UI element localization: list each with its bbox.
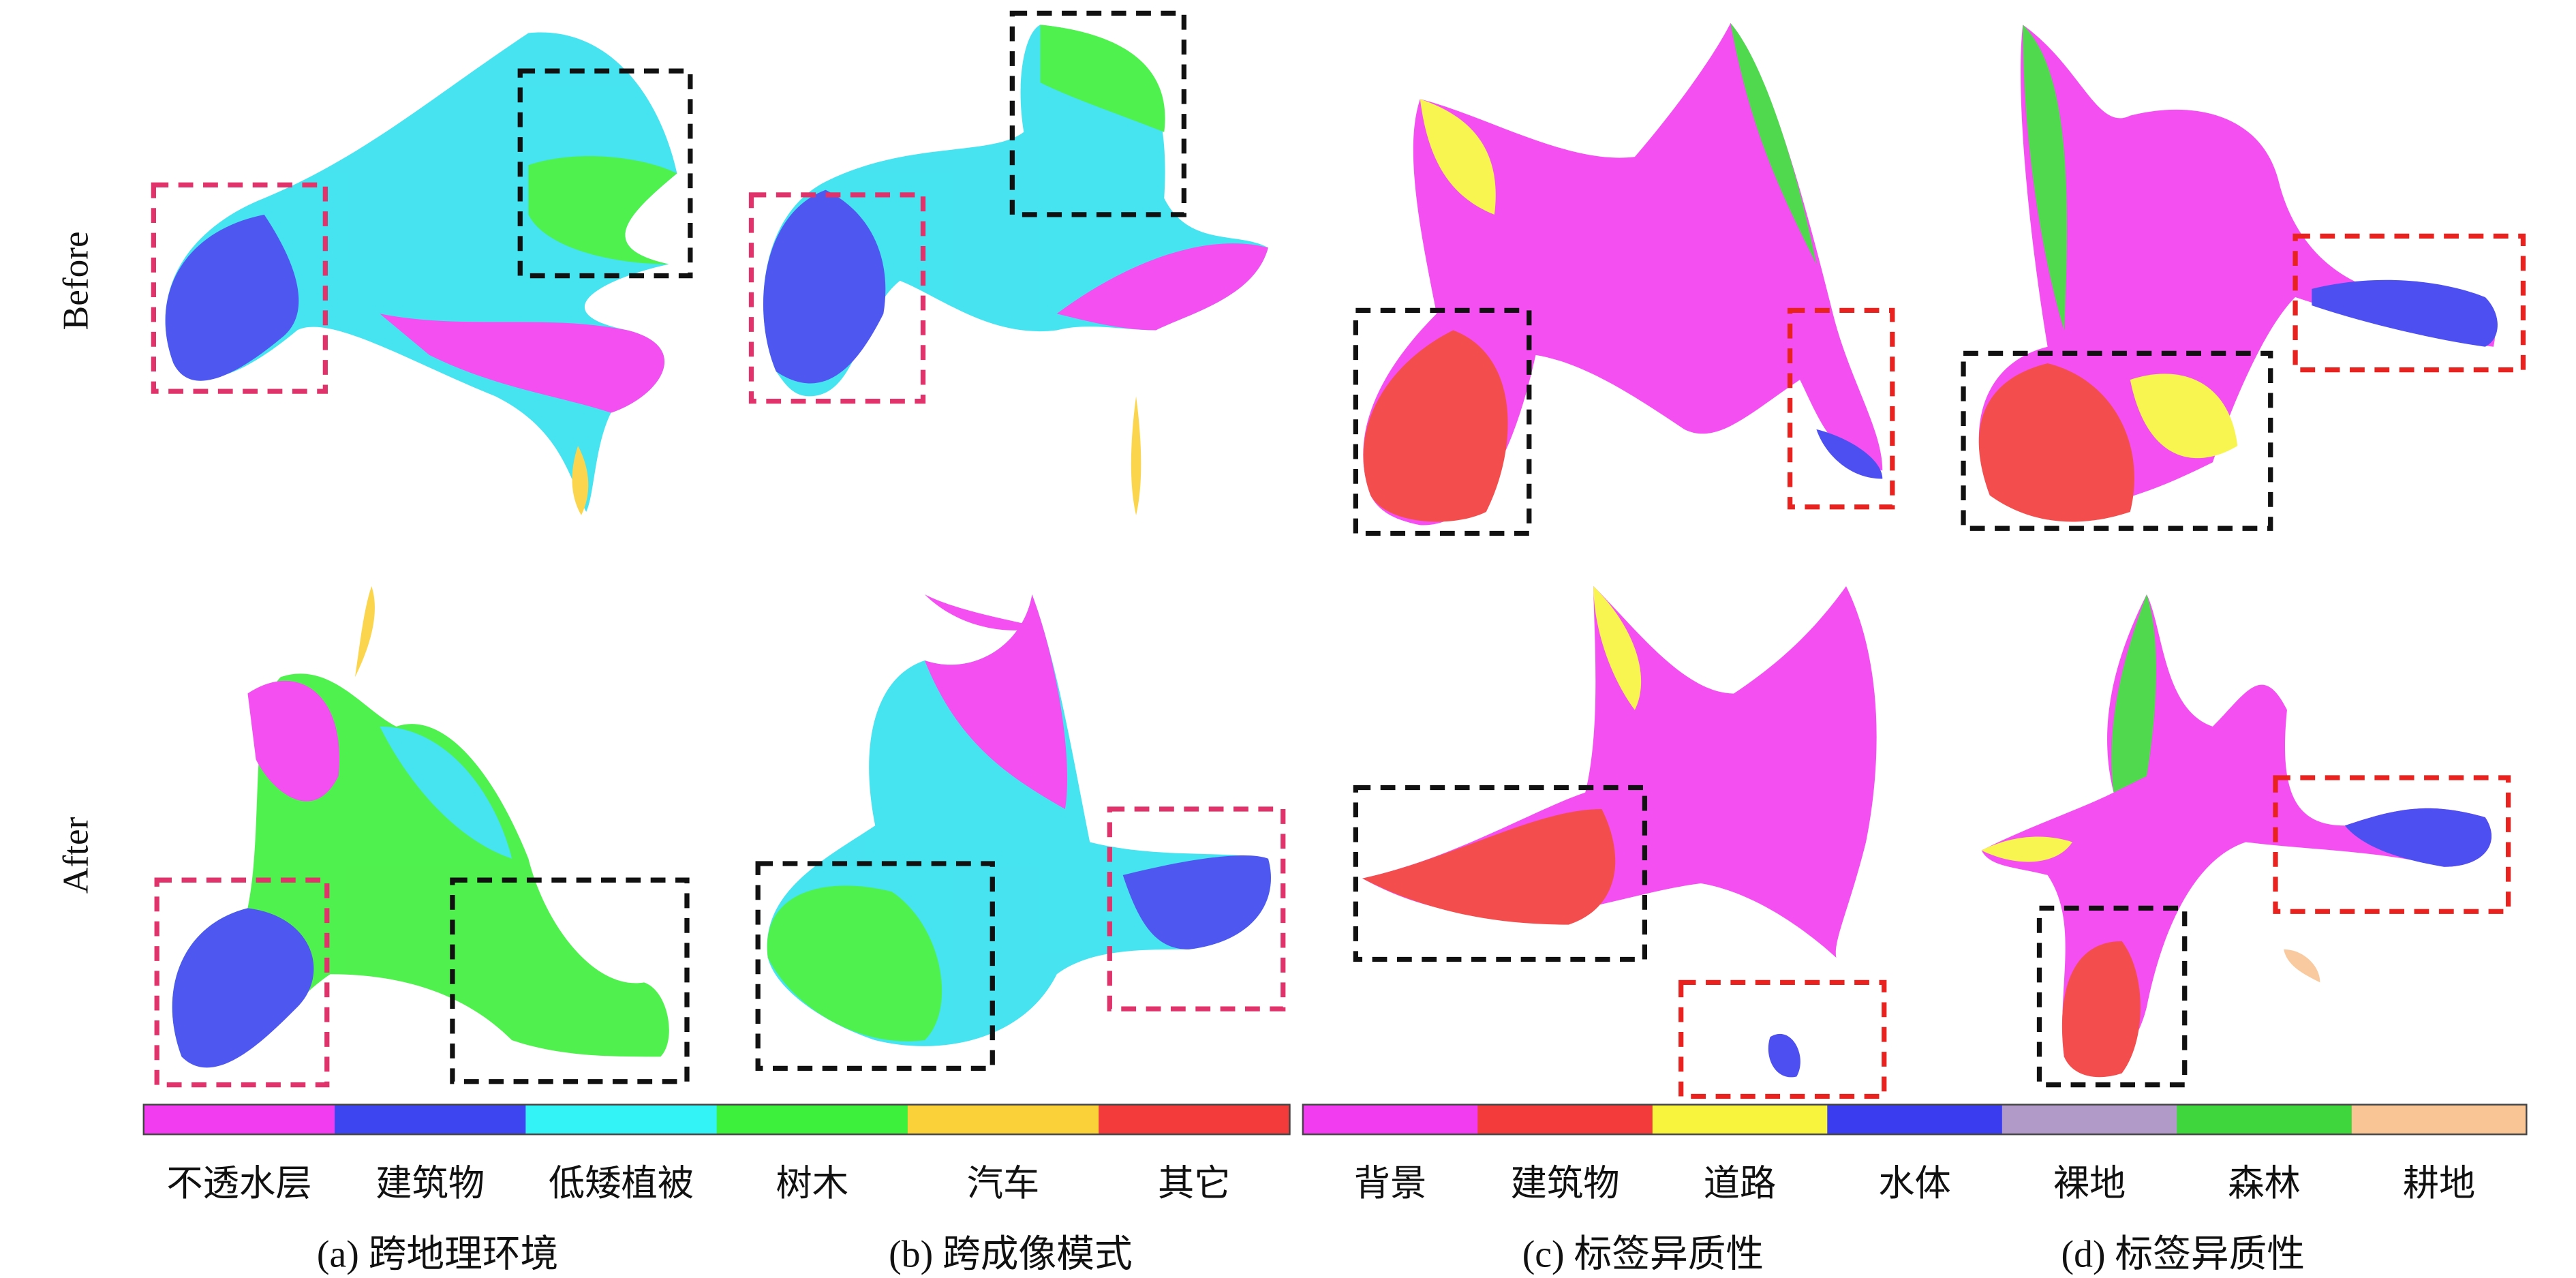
legend-label: 耕地 <box>2403 1163 2476 1204</box>
box <box>1353 307 1532 536</box>
legend-swatch <box>907 1104 1100 1135</box>
box <box>517 68 693 279</box>
legend-label: 树木 <box>776 1163 848 1204</box>
legend-swatch <box>2351 1104 2528 1135</box>
box <box>2273 775 2511 914</box>
row-label: Before <box>56 231 96 330</box>
box <box>1787 307 1895 510</box>
box <box>2293 233 2526 373</box>
legend-swatch <box>1827 1104 2004 1135</box>
box <box>154 877 330 1088</box>
legend-label: 其它 <box>1158 1163 1231 1204</box>
legend-label: 建筑物 <box>1511 1163 1620 1204</box>
highlight-boxes <box>151 10 2526 1099</box>
box <box>151 182 328 394</box>
caption: (b) 跨成像模式 <box>889 1234 1133 1276</box>
legend-swatch <box>1652 1104 1828 1135</box>
legend-swatch <box>1477 1104 1654 1135</box>
legend-swatch <box>2177 1104 2353 1135</box>
legend-swatch <box>2002 1104 2178 1135</box>
caption: (c) 标签异质性 <box>1522 1234 1764 1276</box>
legend-swatch <box>1302 1104 1479 1135</box>
legend-label: 裸地 <box>2053 1163 2126 1204</box>
box <box>2036 905 2188 1088</box>
legend-label: 汽车 <box>967 1163 1040 1204</box>
legend-label: 不透水层 <box>166 1163 311 1204</box>
box <box>1353 785 1648 962</box>
embedding-plots <box>165 22 2498 1078</box>
legend-frame <box>1302 1104 2528 1136</box>
box <box>1009 10 1186 217</box>
box <box>748 192 926 404</box>
legend-label: 低矮植被 <box>549 1163 694 1204</box>
legend-label: 建筑物 <box>375 1163 485 1204</box>
legend-swatch <box>1099 1104 1291 1135</box>
legend-label: 背景 <box>1354 1163 1427 1204</box>
caption: (d) 标签异质性 <box>2061 1234 2305 1276</box>
legends: 不透水层 建筑物 低矮植被 树木 汽车 其它 背景 建筑物 道路 水体 裸地 森林 耕地 <box>142 1104 2528 1204</box>
box <box>1678 979 1887 1099</box>
legend-label: 森林 <box>2228 1163 2301 1204</box>
legend-swatch <box>335 1104 527 1135</box>
caption: (a) 跨地理环境 <box>317 1234 558 1276</box>
row-label: After <box>56 817 96 894</box>
legend-frame <box>142 1104 1291 1136</box>
box <box>1107 806 1286 1011</box>
legend-swatch <box>525 1104 718 1135</box>
legend-swatch <box>143 1104 336 1135</box>
box <box>755 861 995 1071</box>
legend-label: 道路 <box>1704 1163 1777 1204</box>
legend-label: 水体 <box>1878 1163 1951 1204</box>
box <box>1961 350 2273 531</box>
legend-swatch <box>716 1104 909 1135</box>
box <box>450 877 690 1084</box>
